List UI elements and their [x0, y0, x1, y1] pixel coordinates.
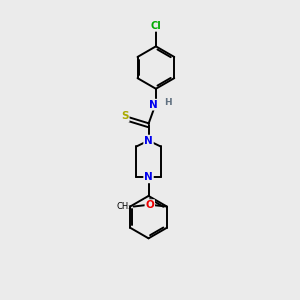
Text: N: N	[149, 100, 158, 110]
Text: O: O	[146, 200, 154, 210]
Text: Cl: Cl	[151, 21, 161, 31]
Text: H: H	[164, 98, 172, 107]
Text: CH₃: CH₃	[116, 202, 132, 211]
Text: N: N	[144, 136, 153, 146]
Text: S: S	[121, 111, 129, 122]
Text: N: N	[144, 172, 153, 182]
